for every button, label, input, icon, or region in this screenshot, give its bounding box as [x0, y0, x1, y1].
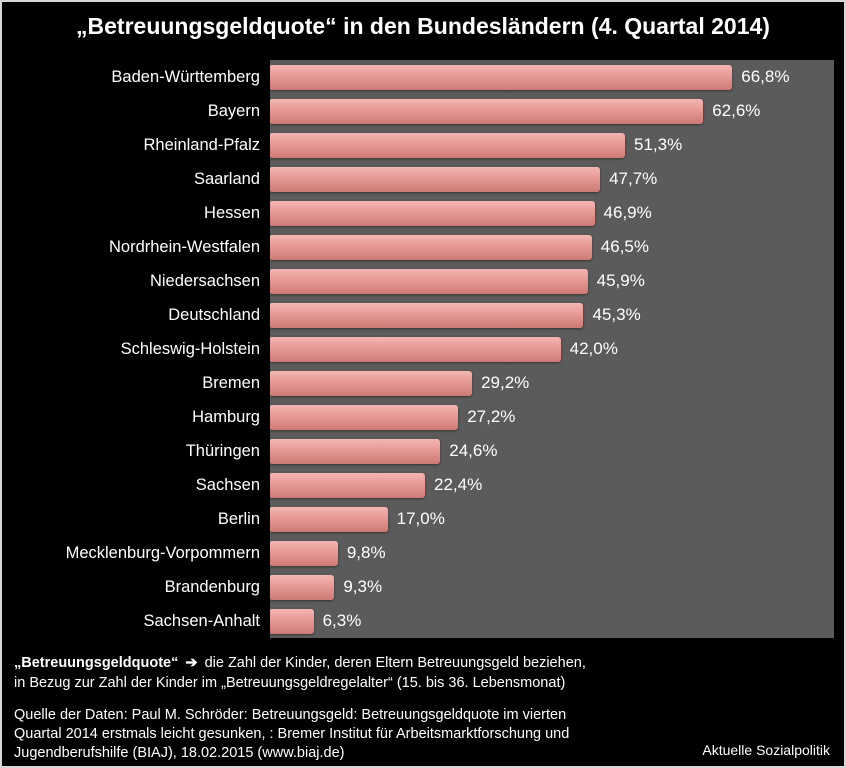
bar-plot-area: 17,0%: [270, 502, 834, 536]
bar-row: Rheinland-Pfalz 51,3%: [14, 128, 834, 162]
bar-value: 9,3%: [343, 577, 383, 596]
bar-label: Sachsen-Anhalt: [143, 611, 261, 630]
arrow-right-icon: ➔: [185, 655, 198, 671]
bar-row: Schleswig-Holstein 42,0%: [14, 332, 834, 366]
bar-plot-area: 45,3%: [270, 298, 834, 332]
bar-value: 22,4%: [434, 475, 483, 494]
bar: [270, 404, 459, 430]
bar: [270, 166, 601, 192]
bar-plot-area: 51,3%: [270, 128, 834, 162]
bar-label: Bremen: [202, 373, 260, 392]
bar-value: 45,3%: [592, 305, 641, 324]
footnote-line-2: in Bezug zur Zahl der Kinder im „Betreuu…: [14, 675, 566, 691]
bar-value: 47,7%: [609, 169, 658, 188]
bar-row: Mecklenburg-Vorpommern 9,8%: [14, 536, 834, 570]
bar-row: Hamburg 27,2%: [14, 400, 834, 434]
source-text: Quelle der Daten: Paul M. Schröder: Betr…: [14, 707, 570, 761]
bar-value: 27,2%: [467, 407, 516, 426]
bar: [270, 336, 561, 362]
bar: [270, 200, 595, 226]
bar-plot-area: 27,2%: [270, 400, 834, 434]
bar-value: 6,3%: [322, 611, 362, 630]
bar-value: 62,6%: [712, 101, 761, 120]
bar-label: Schleswig-Holstein: [120, 339, 260, 358]
bar: [270, 506, 388, 532]
bar-label: Hessen: [204, 203, 260, 222]
bar-plot-area: 62,6%: [270, 94, 834, 128]
bar: [270, 472, 425, 498]
bar-label: Niedersachsen: [149, 271, 260, 290]
bar-value: 46,9%: [603, 203, 652, 222]
bar-value: 51,3%: [634, 135, 683, 154]
footnote-line-1-text: die Zahl der Kinder, deren Eltern Betreu…: [204, 655, 586, 671]
bar-plot-area: 9,3%: [270, 570, 834, 604]
bar-row: Sachsen 22,4%: [14, 468, 834, 502]
bar: [270, 132, 625, 158]
bar-plot-area: 47,7%: [270, 162, 834, 196]
bar-row: Thüringen 24,6%: [14, 434, 834, 468]
bar-chart: Baden-Württemberg 66,8% Bayern 62,6% Rheinla…: [2, 60, 844, 638]
bar: [270, 268, 588, 294]
bar-label: Saarland: [193, 169, 260, 188]
bar-row: Baden-Württemberg 66,8%: [14, 60, 834, 94]
bar-label: Hamburg: [192, 407, 260, 426]
bar-row: Bremen 29,2%: [14, 366, 834, 400]
bar-value: 46,5%: [600, 237, 649, 256]
bar-plot-area: 9,8%: [270, 536, 834, 570]
bar-row: Hessen 46,9%: [14, 196, 834, 230]
bar-value: 42,0%: [569, 339, 618, 358]
bar: [270, 302, 584, 328]
bar: [270, 64, 733, 90]
bar-row: Saarland 47,7%: [14, 162, 834, 196]
bar-label: Mecklenburg-Vorpommern: [65, 543, 260, 562]
bar-value: 9,8%: [346, 543, 386, 562]
bar: [270, 574, 335, 600]
brand-text: Aktuelle Sozialpolitik: [702, 742, 830, 758]
bar: [270, 234, 592, 260]
bar-label: Nordrhein-Westfalen: [108, 237, 260, 256]
bar-value: 17,0%: [396, 509, 445, 528]
footnote: „Betreuungsgeldquote“ ➔ die Zahl der Kin…: [14, 653, 844, 693]
bar-plot-area: 45,9%: [270, 264, 834, 298]
bar-row: Deutschland 45,3%: [14, 298, 834, 332]
bar-value: 66,8%: [741, 67, 790, 86]
bar-plot-area: 29,2%: [270, 366, 834, 400]
bar: [270, 540, 338, 566]
bar-label: Brandenburg: [164, 577, 260, 596]
bar-plot-area: 24,6%: [270, 434, 834, 468]
bar-plot-area: 6,3%: [270, 604, 834, 638]
footnote-bold-lead: „Betreuungsgeldquote“: [14, 655, 179, 671]
bar-row: Berlin 17,0%: [14, 502, 834, 536]
bar-label: Berlin: [217, 509, 260, 528]
bar: [270, 370, 473, 396]
bar: [270, 438, 441, 464]
bar-label: Sachsen: [195, 475, 260, 494]
bar: [270, 98, 704, 124]
bar-row: Sachsen-Anhalt 6,3%: [14, 604, 834, 638]
bar: [270, 608, 314, 634]
bar-row: Nordrhein-Westfalen 46,5%: [14, 230, 834, 264]
bar-plot-area: 22,4%: [270, 468, 834, 502]
bar-row: Niedersachsen 45,9%: [14, 264, 834, 298]
footnote-line-1: „Betreuungsgeldquote“ ➔ die Zahl der Kin…: [14, 653, 844, 673]
bar-row: Brandenburg 9,3%: [14, 570, 834, 604]
bar-label: Baden-Württemberg: [111, 67, 260, 86]
bar-value: 45,9%: [596, 271, 645, 290]
chart-title: „Betreuungsgeldquote“ in den Bundeslände…: [76, 13, 770, 39]
bar-plot-area: 46,5%: [270, 230, 834, 264]
bar-plot-area: 42,0%: [270, 332, 834, 366]
bar-label: Rheinland-Pfalz: [143, 135, 260, 154]
bar-plot-area: 66,8%: [270, 60, 834, 94]
bar-plot-area: 46,9%: [270, 196, 834, 230]
bar-value: 24,6%: [449, 441, 498, 460]
bar-row: Bayern 62,6%: [14, 94, 834, 128]
bar-label: Bayern: [207, 101, 260, 120]
bar-label: Deutschland: [168, 305, 260, 324]
bar-label: Thüringen: [185, 441, 260, 460]
bar-value: 29,2%: [481, 373, 530, 392]
